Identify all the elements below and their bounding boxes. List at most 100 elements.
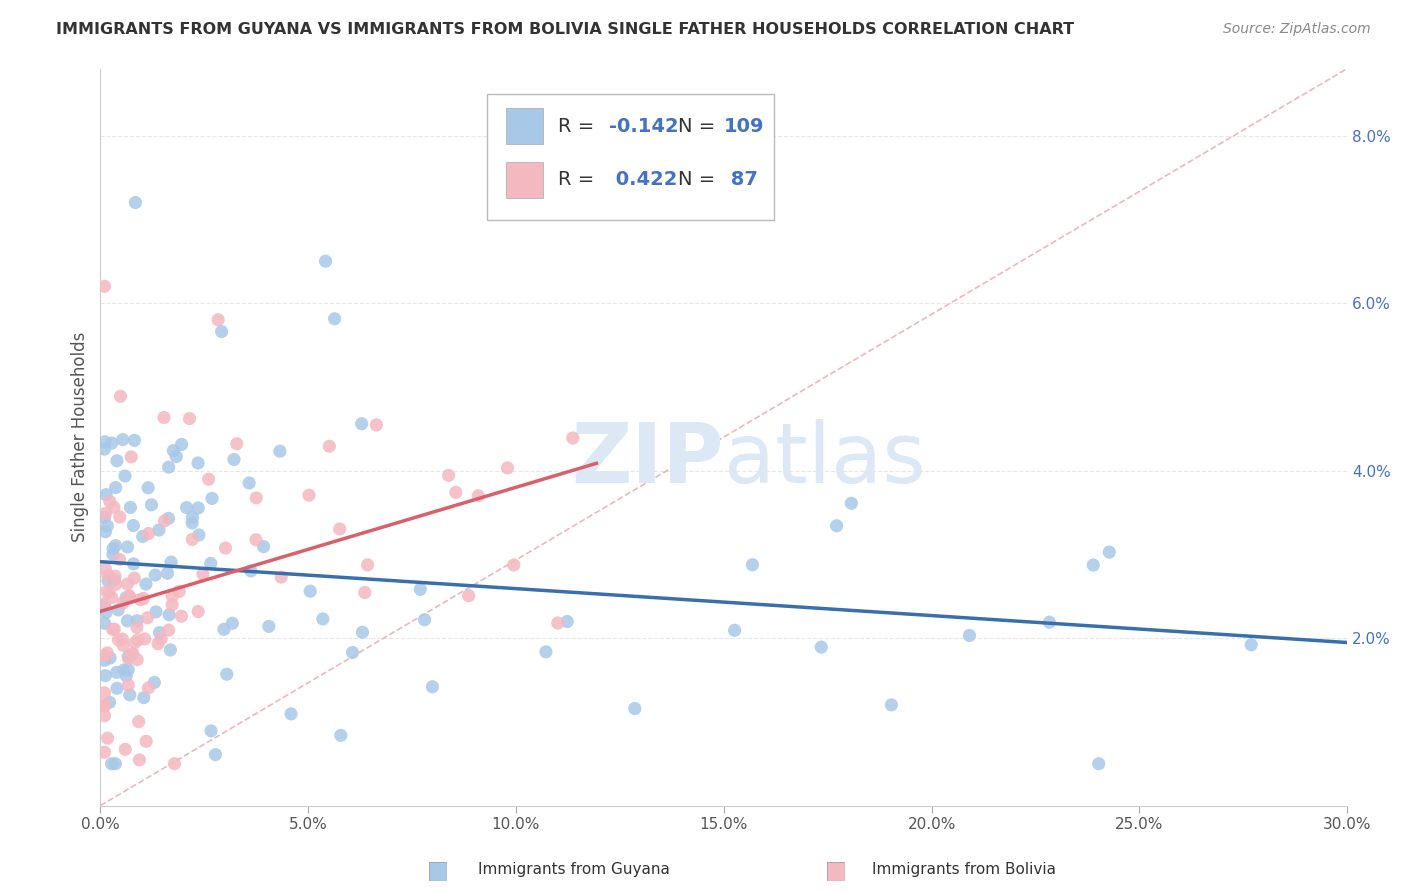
Point [110,389,132,403]
Point [153,514,176,528]
Point [127,614,149,628]
Point [101,541,124,556]
Point [96,646,118,660]
Point [245,491,267,505]
Point [118,591,141,605]
Point [841,496,863,510]
Point [561,431,583,445]
Point [1240,638,1263,652]
Text: Immigrants from Bolivia: Immigrants from Bolivia [872,863,1056,877]
Point [115,669,138,683]
Point [141,498,163,512]
Point [624,701,647,715]
Point [98,494,121,508]
FancyBboxPatch shape [486,95,773,219]
Point [270,570,292,584]
Point [117,614,139,628]
Text: R =: R = [558,170,600,189]
Text: N =: N = [678,117,721,136]
Point [148,523,170,537]
Point [245,533,267,547]
Point [93,599,115,613]
Point [135,734,157,748]
Text: atlas: atlas [724,418,925,500]
Text: ZIP: ZIP [571,418,724,500]
Point [238,475,260,490]
Point [93,708,115,723]
Point [221,616,243,631]
Text: 0.422: 0.422 [609,170,678,189]
Point [201,491,224,506]
Point [118,688,141,702]
Point [97,574,120,588]
Point [121,647,143,661]
Point [153,410,176,425]
Point [111,433,134,447]
Text: 87: 87 [724,170,758,189]
Point [318,439,340,453]
Point [1083,558,1105,572]
Point [117,663,139,677]
Point [810,640,832,654]
Point [131,529,153,543]
Point [825,518,848,533]
Point [100,591,122,605]
Point [165,450,187,464]
Point [207,313,229,327]
Point [145,605,167,619]
Point [212,622,235,636]
Point [93,698,115,712]
Point [111,632,134,646]
Point [124,635,146,649]
Point [200,723,222,738]
Text: N =: N = [678,170,721,189]
Point [191,567,214,582]
Point [101,622,124,636]
Point [502,558,524,572]
Point [103,622,125,636]
Point [93,745,115,759]
Point [93,698,115,713]
Point [117,540,139,554]
Point [117,678,139,692]
Point [105,681,128,696]
Point [157,460,180,475]
Point [157,511,180,525]
Point [117,651,139,665]
Point [366,417,388,432]
Point [356,558,378,572]
Point [93,442,115,456]
Point [163,756,186,771]
Point [143,675,166,690]
Point [124,571,146,585]
Point [125,620,148,634]
Point [352,625,374,640]
Point [101,547,124,561]
Point [222,452,245,467]
Point [129,592,152,607]
Point [200,557,222,571]
Text: 109: 109 [724,117,765,136]
Point [97,731,120,746]
Point [124,195,146,210]
Point [100,436,122,450]
Point [187,605,209,619]
Point [100,756,122,771]
Point [132,690,155,705]
Point [117,577,139,591]
Point [215,667,238,681]
Point [157,607,180,622]
Point [93,510,115,524]
Point [146,637,169,651]
Point [159,643,181,657]
Point [112,663,135,677]
Point [496,461,519,475]
Point [162,589,184,603]
Point [104,756,127,771]
Point [105,454,128,468]
Point [413,613,436,627]
Text: IMMIGRANTS FROM GUYANA VS IMMIGRANTS FROM BOLIVIA SINGLE FATHER HOUSEHOLDS CORRE: IMMIGRANTS FROM GUYANA VS IMMIGRANTS FRO… [56,22,1074,37]
Point [98,695,121,709]
Point [741,558,763,572]
Point [108,510,131,524]
